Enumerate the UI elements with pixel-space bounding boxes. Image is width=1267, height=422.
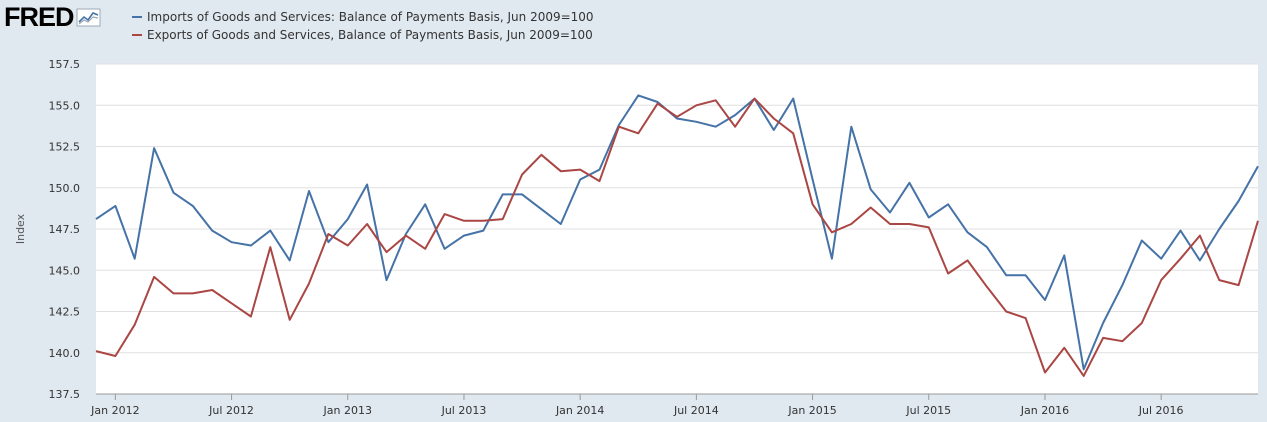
imports-series-line[interactable] [95, 94, 1259, 371]
legend-label-exports: Exports of Goods and Services, Balance o… [147, 28, 593, 42]
chart-legend: Imports of Goods and Services: Balance o… [132, 8, 594, 44]
x-tick-label: Jul 2015 [905, 404, 951, 417]
chart-header: FRED Imports of Goods and Services: Bala… [0, 0, 1267, 50]
x-tick-label: Jul 2016 [1138, 404, 1184, 417]
y-tick-label: 157.5 [49, 58, 81, 71]
exports-series-line[interactable] [95, 97, 1259, 377]
fred-logo[interactable]: FRED [4, 2, 102, 32]
legend-item-exports[interactable]: Exports of Goods and Services, Balance o… [132, 26, 594, 44]
y-axis-title: Index [14, 213, 27, 244]
legend-swatch-imports [132, 16, 142, 18]
y-tick-label: 142.5 [49, 306, 81, 319]
logo-text: FRED [4, 2, 74, 32]
x-tick-label: Jan 2012 [90, 404, 139, 417]
y-tick-label: 140.0 [49, 347, 81, 360]
x-tick-label: Jan 2015 [787, 404, 836, 417]
legend-label-imports: Imports of Goods and Services: Balance o… [147, 10, 594, 24]
x-tick-label: Jan 2014 [555, 404, 604, 417]
trend-line-icon [76, 8, 100, 27]
y-tick-label: 150.0 [49, 182, 81, 195]
y-tick-label: 147.5 [49, 223, 81, 236]
y-tick-label: 145.0 [49, 264, 81, 277]
x-tick-label: Jul 2014 [673, 404, 719, 417]
y-tick-label: 155.0 [49, 99, 81, 112]
x-tick-label: Jan 2013 [323, 404, 372, 417]
y-tick-label: 137.5 [49, 388, 81, 401]
x-tick-label: Jan 2016 [1020, 404, 1069, 417]
y-tick-label: 152.5 [49, 141, 81, 154]
x-tick-label: Jul 2013 [441, 404, 487, 417]
legend-swatch-exports [132, 34, 142, 36]
legend-item-imports[interactable]: Imports of Goods and Services: Balance o… [132, 8, 594, 26]
x-tick-label: Jul 2012 [208, 404, 254, 417]
